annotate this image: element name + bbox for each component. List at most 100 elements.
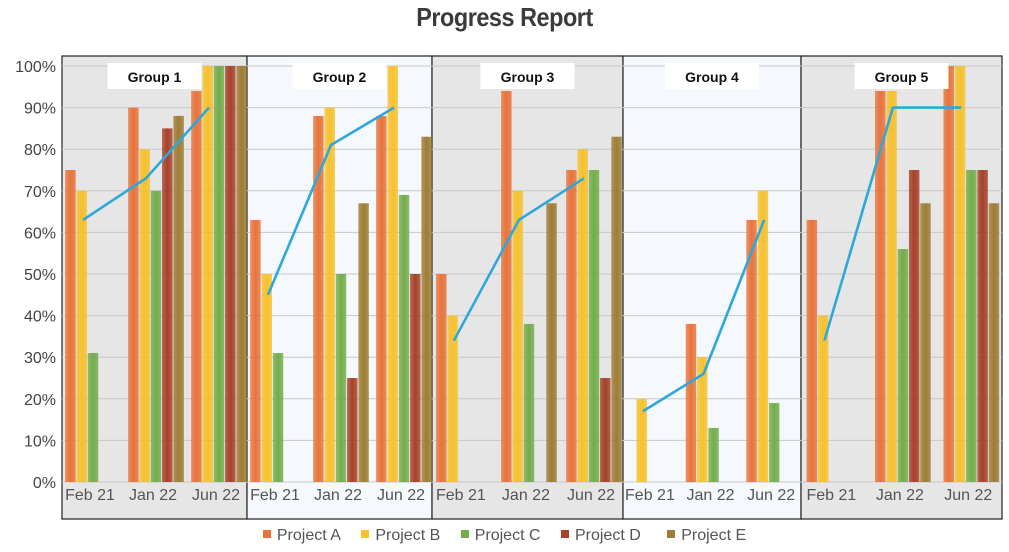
bar xyxy=(173,115,184,483)
bar xyxy=(387,66,398,482)
bar xyxy=(128,107,139,482)
legend-label-project-a: Project A xyxy=(276,527,341,544)
bar xyxy=(376,115,387,483)
bar xyxy=(447,315,458,482)
bar xyxy=(908,170,920,482)
bar xyxy=(150,190,162,483)
y-tick-label: 30% xyxy=(24,350,56,367)
y-tick-label: 90% xyxy=(24,101,56,118)
bar xyxy=(746,219,757,483)
bar xyxy=(577,149,588,482)
group-label: Group 1 xyxy=(128,69,182,85)
legend-swatch-project-c xyxy=(460,530,469,538)
y-tick-label: 40% xyxy=(24,309,56,326)
bar xyxy=(566,170,577,482)
bar xyxy=(875,90,886,483)
bar xyxy=(225,66,236,482)
bar xyxy=(685,323,697,482)
legend-label-project-d: Project D xyxy=(574,527,641,544)
chart-legend: Project A Project B Project C Project D … xyxy=(0,527,1009,545)
x-tick-label: Jan 22 xyxy=(876,487,924,504)
x-tick-label: Jun 22 xyxy=(377,487,425,504)
legend-swatch-project-b xyxy=(361,530,370,538)
bar xyxy=(611,136,622,482)
bar xyxy=(757,190,769,483)
x-tick-label: Feb 21 xyxy=(250,487,300,504)
legend-item-project-e: Project E xyxy=(667,527,746,545)
bar xyxy=(261,274,272,482)
legend-swatch-project-e xyxy=(667,530,676,538)
trend-line xyxy=(642,219,766,413)
bar xyxy=(697,357,708,482)
y-tick-label: 0% xyxy=(33,475,56,492)
x-tick-label: Jan 22 xyxy=(314,487,362,504)
x-tick-label: Jun 22 xyxy=(567,487,615,504)
bar xyxy=(523,323,535,482)
bar xyxy=(87,353,99,482)
x-tick-label: Feb 21 xyxy=(807,487,857,504)
x-tick-label: Feb 21 xyxy=(65,487,115,504)
x-tick-label: Jan 22 xyxy=(502,487,550,504)
y-tick-label: 100% xyxy=(15,59,56,76)
y-tick-label: 70% xyxy=(24,184,56,201)
bar xyxy=(920,203,931,482)
bar xyxy=(886,90,897,483)
x-tick-label: Jan 22 xyxy=(687,487,735,504)
x-tick-label: Feb 21 xyxy=(436,487,486,504)
y-tick-label: 10% xyxy=(24,433,56,450)
bar xyxy=(954,66,966,482)
x-tick-label: Jan 22 xyxy=(129,487,177,504)
group-label-box xyxy=(292,63,387,89)
bar xyxy=(897,249,909,482)
bar xyxy=(410,274,421,482)
trend-line xyxy=(823,106,962,341)
bar xyxy=(236,66,247,482)
y-tick-label: 50% xyxy=(24,267,56,284)
trend-line xyxy=(452,177,585,342)
legend-item-project-b: Project B xyxy=(361,527,440,545)
bar xyxy=(600,378,611,482)
bar xyxy=(65,170,76,482)
group-label-box xyxy=(107,63,202,89)
bar xyxy=(421,136,432,482)
bar xyxy=(501,90,512,483)
trend-line xyxy=(266,106,395,296)
bar xyxy=(335,274,347,482)
bar xyxy=(988,203,1000,482)
bar xyxy=(636,398,647,482)
group-label-box xyxy=(480,63,575,89)
bar xyxy=(943,66,954,482)
legend-item-project-c: Project C xyxy=(460,527,541,545)
group-label-box xyxy=(854,63,949,89)
trend-line xyxy=(82,106,210,222)
bar xyxy=(358,203,369,482)
y-tick-label: 60% xyxy=(24,225,56,242)
bar xyxy=(213,66,225,482)
legend-swatch-project-d xyxy=(560,530,569,538)
bar xyxy=(768,402,780,482)
bar xyxy=(139,149,150,482)
legend-label-project-e: Project E xyxy=(681,527,747,544)
legend-swatch-project-a xyxy=(262,530,271,538)
bar xyxy=(436,274,447,482)
bar xyxy=(588,170,600,482)
group-label: Group 2 xyxy=(313,69,367,85)
bar xyxy=(347,378,358,482)
bar xyxy=(977,170,988,482)
bar xyxy=(76,190,87,483)
bar xyxy=(202,66,213,482)
bar xyxy=(162,128,173,482)
bar xyxy=(966,170,977,482)
bar xyxy=(512,190,523,483)
x-tick-label: Feb 21 xyxy=(625,487,675,504)
group-label-box xyxy=(665,63,759,89)
bar xyxy=(806,219,818,483)
bar xyxy=(313,115,324,483)
bar xyxy=(324,107,335,482)
bar xyxy=(250,219,261,483)
legend-item-project-a: Project A xyxy=(262,527,341,545)
bar xyxy=(708,427,719,482)
bar xyxy=(817,315,829,482)
bar xyxy=(191,90,202,483)
